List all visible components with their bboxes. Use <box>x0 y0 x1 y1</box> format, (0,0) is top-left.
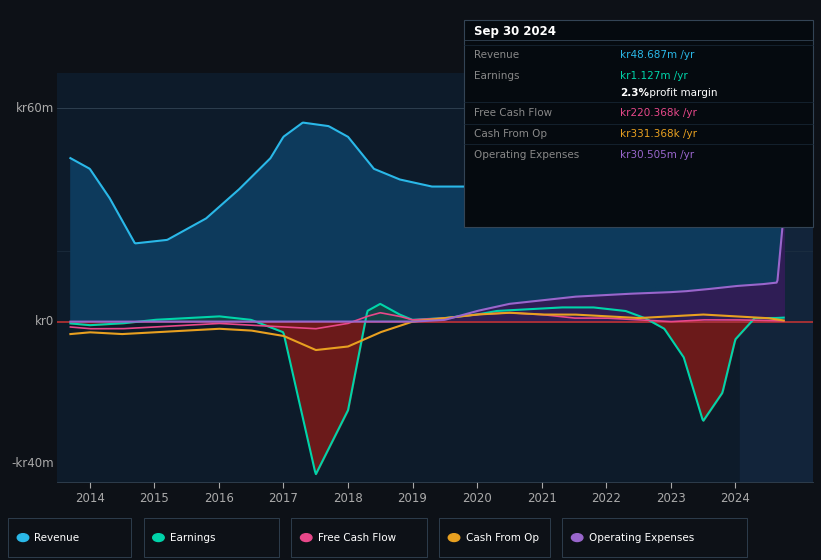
Bar <box>741 73 813 482</box>
Text: Operating Expenses: Operating Expenses <box>589 533 694 543</box>
Text: Cash From Op: Cash From Op <box>466 533 539 543</box>
Text: Cash From Op: Cash From Op <box>474 129 547 139</box>
Text: Free Cash Flow: Free Cash Flow <box>318 533 396 543</box>
Text: Sep 30 2024: Sep 30 2024 <box>474 25 556 39</box>
Text: Operating Expenses: Operating Expenses <box>474 150 579 160</box>
Text: kr30.505m /yr: kr30.505m /yr <box>620 150 694 160</box>
Text: kr0: kr0 <box>34 315 53 328</box>
Text: Free Cash Flow: Free Cash Flow <box>474 108 552 118</box>
Text: kr331.368k /yr: kr331.368k /yr <box>620 129 697 139</box>
Text: kr220.368k /yr: kr220.368k /yr <box>620 108 697 118</box>
Text: Earnings: Earnings <box>170 533 215 543</box>
Text: 2.3%: 2.3% <box>620 88 649 98</box>
Text: kr60m: kr60m <box>16 102 53 115</box>
Text: Earnings: Earnings <box>474 71 519 81</box>
Text: profit margin: profit margin <box>646 88 718 98</box>
Text: Revenue: Revenue <box>474 50 519 60</box>
Text: Revenue: Revenue <box>34 533 80 543</box>
Text: -kr40m: -kr40m <box>11 458 53 470</box>
Text: kr1.127m /yr: kr1.127m /yr <box>620 71 688 81</box>
Text: kr48.687m /yr: kr48.687m /yr <box>620 50 695 60</box>
